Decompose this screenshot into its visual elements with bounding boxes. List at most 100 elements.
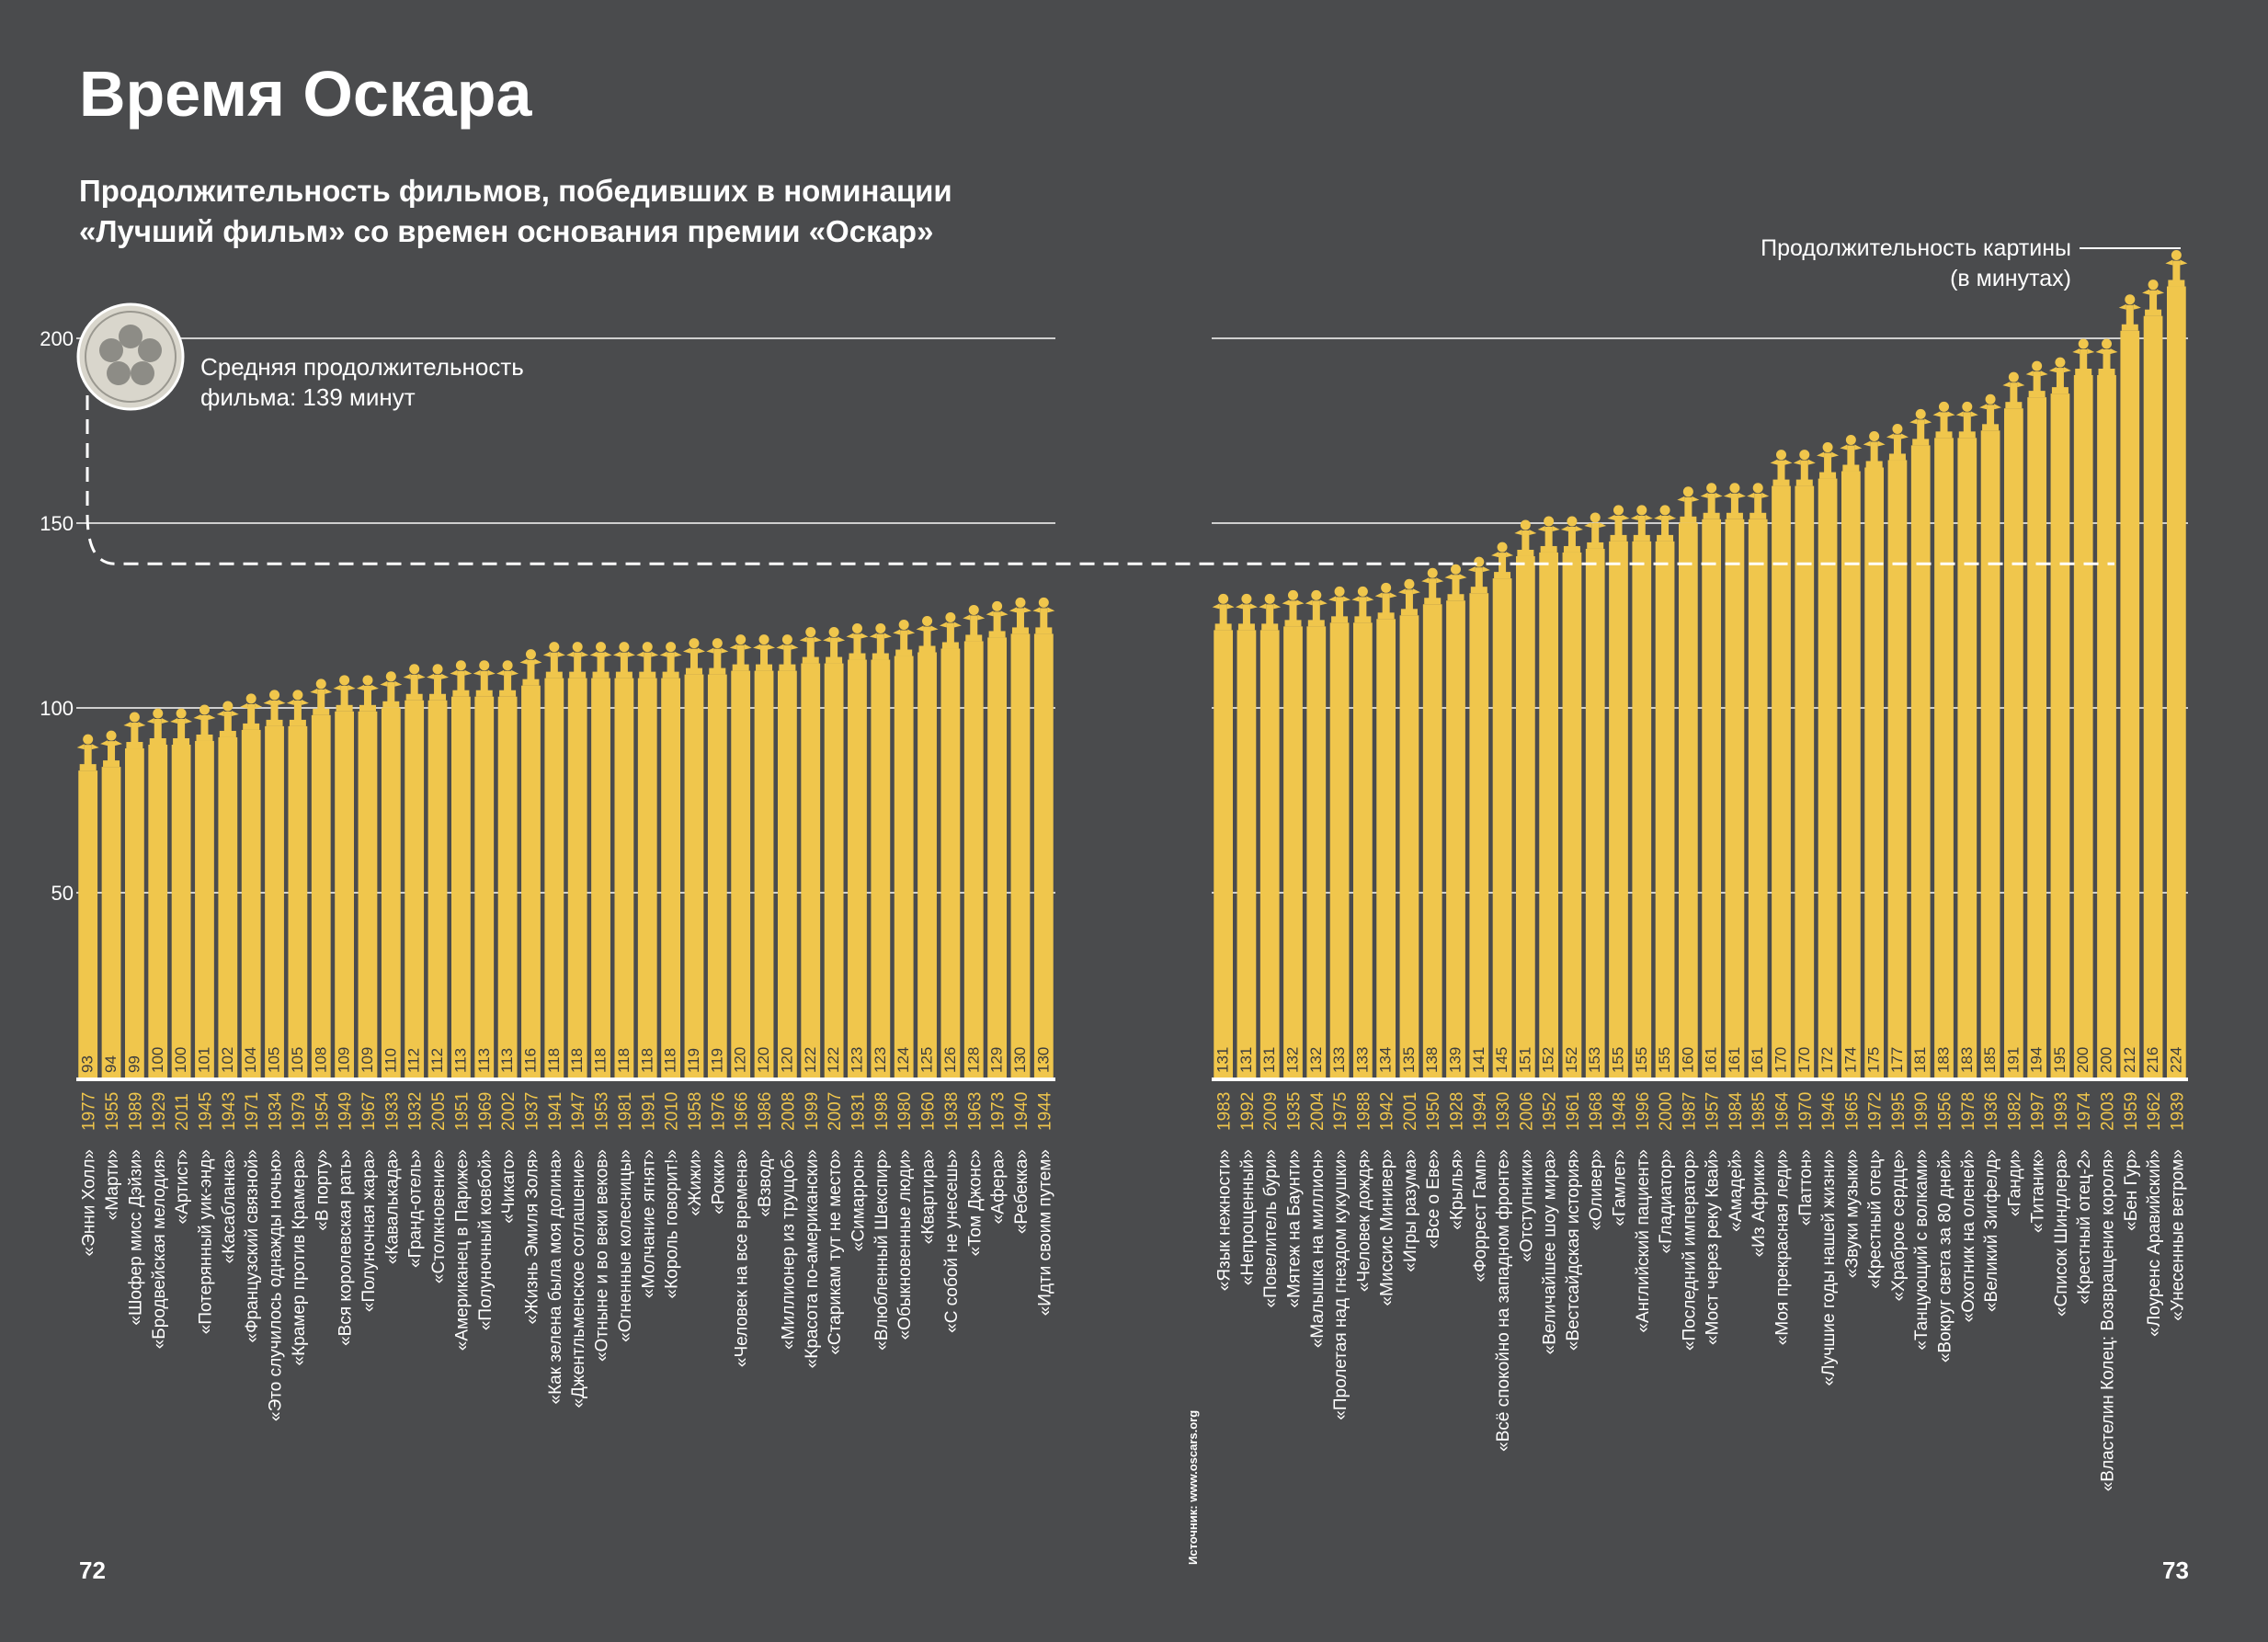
film-title-1953: «Отныне и во веки веков» xyxy=(593,1149,612,1362)
statuette-head xyxy=(1845,435,1856,446)
bar-1954 xyxy=(311,714,331,1078)
oscar-statuette-icon xyxy=(1259,593,1282,631)
statuette-head xyxy=(922,616,933,626)
value-label-2011: 100 xyxy=(172,1047,189,1073)
statuette-base xyxy=(545,671,563,678)
statuette-base xyxy=(336,704,353,712)
oscar-statuette-icon xyxy=(589,642,612,678)
value-label-1984: 161 xyxy=(1726,1047,1743,1073)
statuette-base xyxy=(243,723,260,730)
statuette-base xyxy=(1587,542,1604,549)
statuette-arms xyxy=(1654,514,1677,520)
bar-1960 xyxy=(917,652,937,1078)
film-title-1984: «Амадей» xyxy=(1727,1149,1746,1232)
year-label-1966: 1966 xyxy=(733,1092,752,1131)
statuette-body xyxy=(1707,493,1715,514)
value-label-1977: 93 xyxy=(79,1055,97,1073)
value-label-1988: 133 xyxy=(1353,1047,1371,1073)
bar-1944 xyxy=(1033,633,1054,1078)
statuette-head xyxy=(689,638,700,649)
oscar-statuette-icon xyxy=(240,693,263,730)
bar-1993 xyxy=(2050,393,2070,1078)
statuette-arms xyxy=(1560,525,1583,531)
statuette-head xyxy=(712,638,723,649)
statuette-base xyxy=(2121,324,2138,331)
value-label-2000: 155 xyxy=(1656,1047,1673,1073)
statuette-base xyxy=(1400,609,1418,616)
statuette-arms xyxy=(1584,521,1607,528)
bar-1999 xyxy=(801,663,821,1078)
statuette-base xyxy=(1795,479,1813,486)
statuette-body xyxy=(527,659,535,680)
film-title-1977: «Энни Холл» xyxy=(80,1149,99,1256)
statuette-base xyxy=(965,634,983,642)
statuette-base xyxy=(802,656,819,664)
film-title-1930: «Всё спокойно на западном фронте» xyxy=(1494,1149,1513,1452)
statuette-body xyxy=(1405,589,1413,610)
oscar-statuette-icon xyxy=(682,638,705,675)
duration-label-line-1: Продолжительность картины xyxy=(1761,235,2071,261)
oscar-statuette-icon xyxy=(1467,556,1490,594)
bar-1966 xyxy=(731,670,751,1078)
year-label-1952: 1952 xyxy=(1541,1092,1560,1131)
statuette-base xyxy=(1912,439,1930,446)
statuette-body xyxy=(2149,290,2158,311)
year-label-1959: 1959 xyxy=(2122,1092,2141,1131)
statuette-head xyxy=(1451,564,1461,575)
bar-1948 xyxy=(1609,541,1628,1078)
statuette-base xyxy=(1035,627,1053,634)
bar-1940 xyxy=(1010,633,1031,1078)
film-title-1992: «Непрощенный» xyxy=(1238,1149,1258,1285)
statuette-body xyxy=(690,648,698,669)
film-title-1933: «Кавалькада» xyxy=(382,1149,402,1264)
bar-1961 xyxy=(1562,552,1582,1078)
statuette-head xyxy=(525,649,536,660)
statuette-body xyxy=(1684,496,1692,518)
statuette-head xyxy=(1776,450,1786,461)
statuette-base xyxy=(1726,512,1743,519)
year-label-1993: 1993 xyxy=(2052,1092,2071,1131)
year-label-1934: 1934 xyxy=(267,1091,286,1131)
bar-1969 xyxy=(474,696,495,1078)
statuette-body xyxy=(1429,578,1437,599)
film-title-2009: «Повелитель бури» xyxy=(1261,1149,1281,1308)
value-label-1972: 175 xyxy=(1865,1047,1883,1073)
value-label-1945: 101 xyxy=(195,1047,212,1073)
bar-1984 xyxy=(1725,519,1745,1078)
statuette-arms xyxy=(636,651,659,657)
statuette-arms xyxy=(1770,459,1793,465)
statuette-head xyxy=(222,701,234,712)
oscar-statuette-icon xyxy=(939,611,962,649)
statuette-base xyxy=(732,664,749,671)
bar-1949 xyxy=(335,711,355,1078)
statuette-arms xyxy=(2072,348,2095,354)
statuette-arms xyxy=(1747,492,1770,498)
oscar-statuette-icon xyxy=(846,623,869,660)
statuette-base xyxy=(849,653,866,660)
oscar-statuette-icon xyxy=(1677,486,1700,523)
value-label-2010: 118 xyxy=(662,1048,679,1073)
statuette-base xyxy=(895,649,913,656)
statuette-base xyxy=(1749,512,1767,519)
value-label-1973: 129 xyxy=(988,1047,1006,1073)
bar-2005 xyxy=(427,700,448,1078)
statuette-head xyxy=(898,620,909,631)
statuette-arms xyxy=(542,651,565,657)
film-title-1973: «Афера» xyxy=(989,1149,1009,1224)
film-title-1999: «Красота по-американски» xyxy=(803,1149,822,1368)
value-label-1958: 119 xyxy=(685,1048,702,1073)
year-label-1991: 1991 xyxy=(639,1092,658,1131)
year-label-1943: 1943 xyxy=(220,1092,239,1131)
statuette-base xyxy=(452,690,470,697)
statuette-head xyxy=(1892,423,1903,434)
statuette-body xyxy=(247,703,256,724)
statuette-arms xyxy=(706,647,729,654)
statuette-head xyxy=(1636,505,1647,516)
statuette-body xyxy=(434,674,442,695)
film-title-1994: «Форрест Гамп» xyxy=(1471,1149,1490,1282)
bar-1937 xyxy=(521,685,541,1078)
value-label-1970: 170 xyxy=(1795,1047,1813,1073)
oscar-statuette-icon xyxy=(566,642,589,678)
year-label-1949: 1949 xyxy=(336,1092,356,1131)
statuette-body xyxy=(1499,553,1507,574)
